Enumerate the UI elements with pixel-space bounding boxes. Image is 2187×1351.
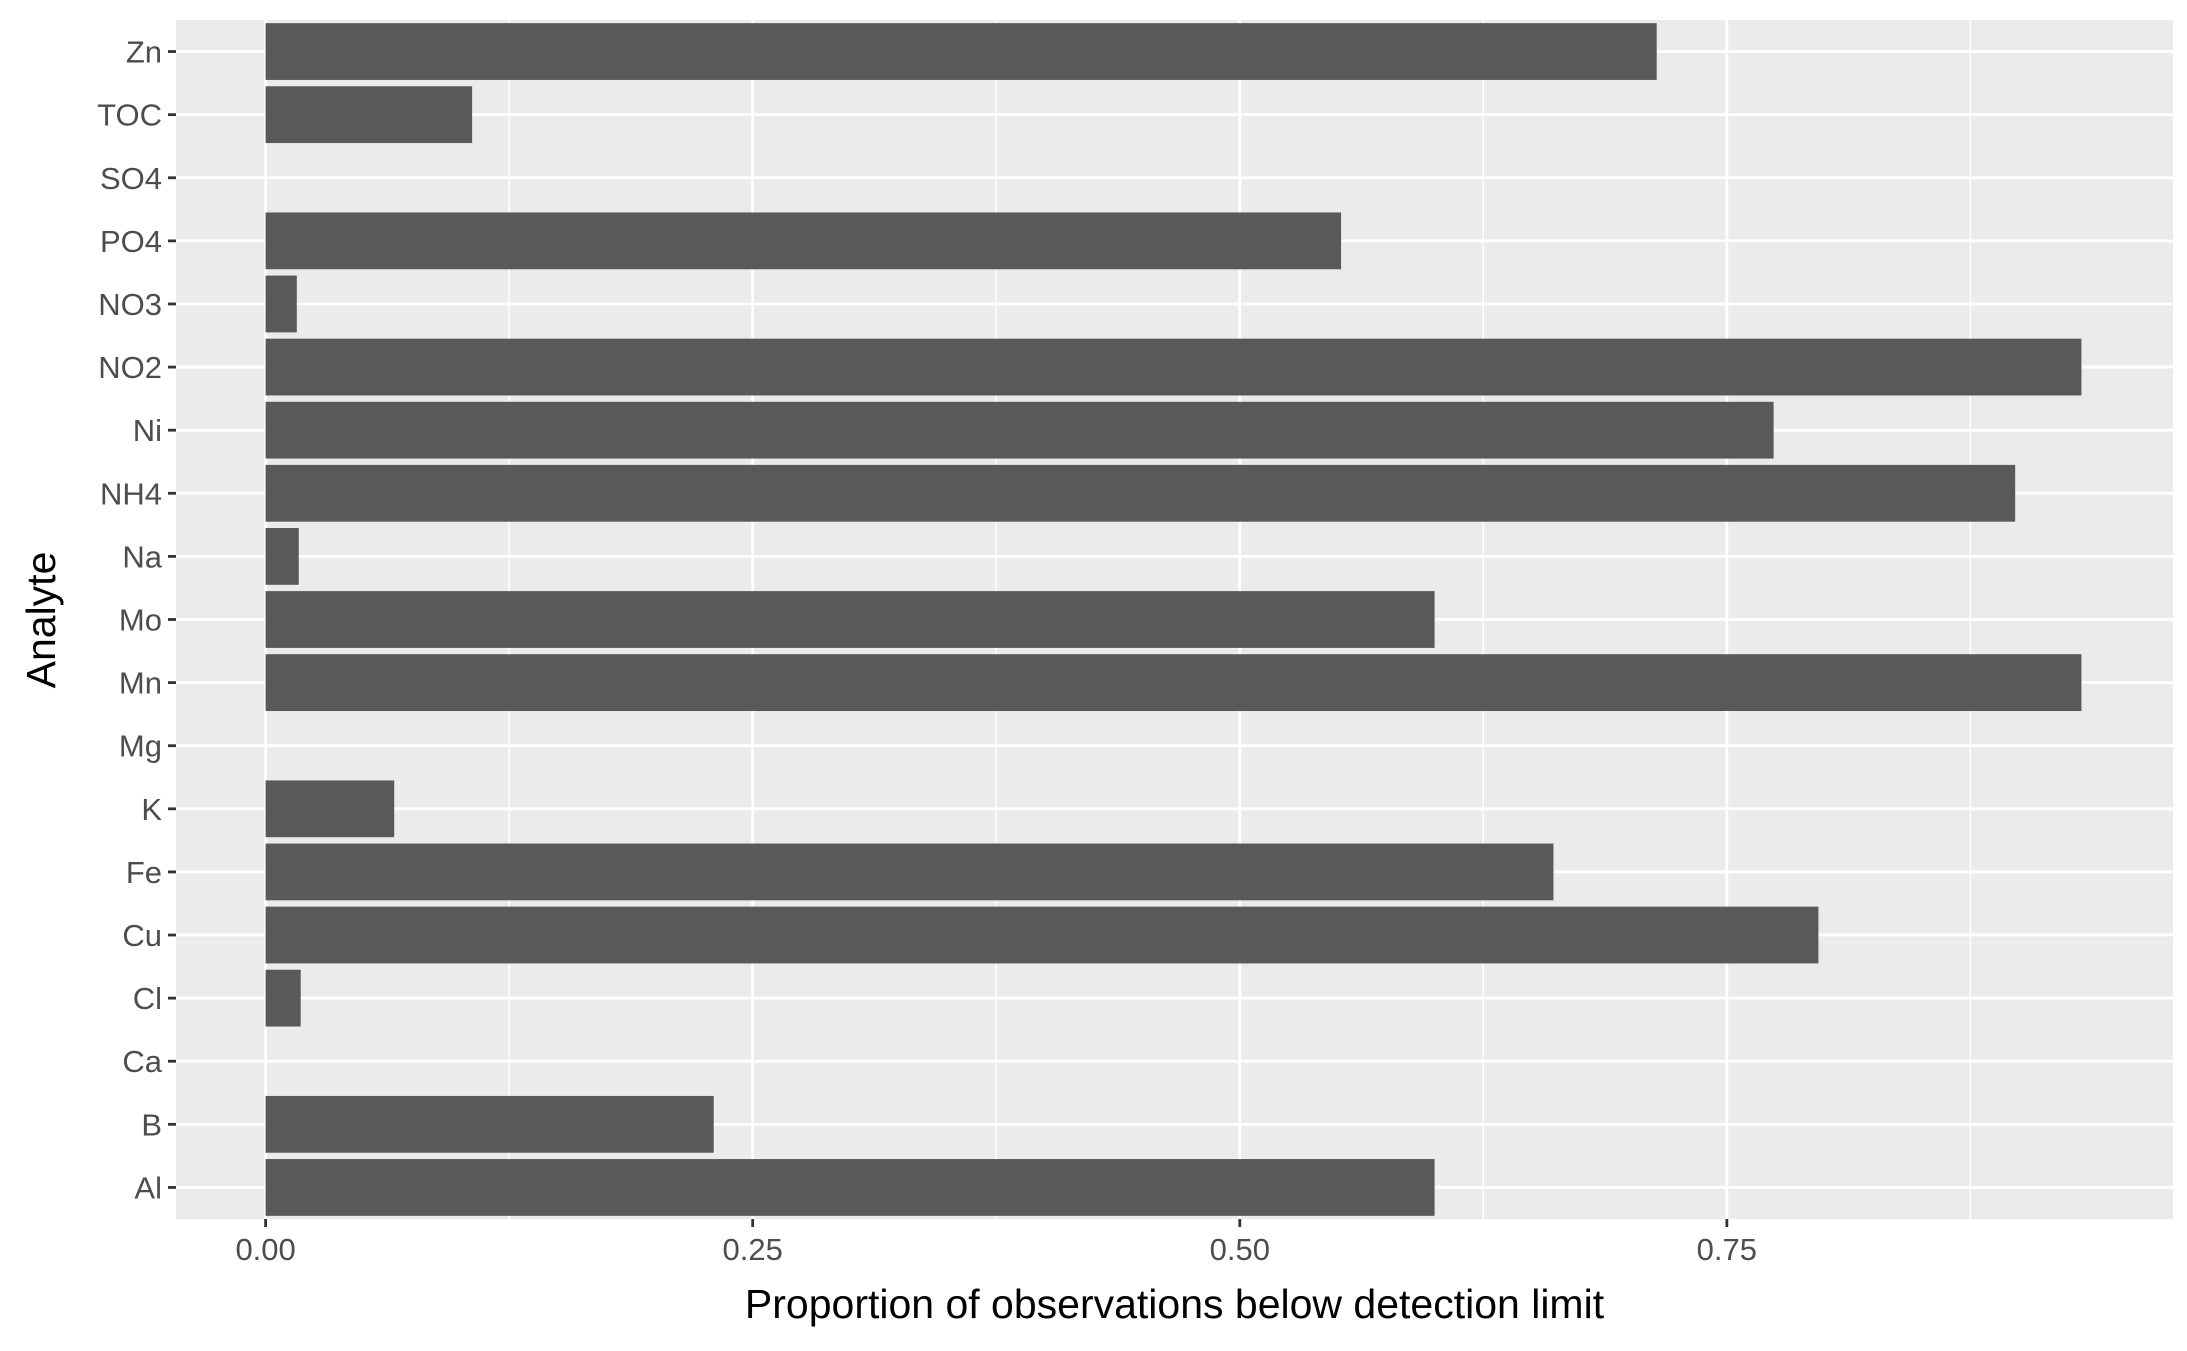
x-tick-label: 0.75	[1697, 1232, 1757, 1267]
bars	[265, 23, 2082, 1216]
x-axis: 0.00 0.25 0.50 0.75	[235, 1219, 1757, 1267]
y-tick-label-na: Na	[122, 539, 162, 574]
bar-cu	[265, 906, 1819, 964]
y-tick-label-ca: Ca	[122, 1044, 162, 1079]
y-tick-label-mg: Mg	[119, 729, 162, 764]
x-tick-label: 0.00	[235, 1232, 295, 1267]
bar-nh4	[265, 464, 2016, 522]
x-axis-title: Proportion of observations below detecti…	[745, 1281, 1605, 1327]
y-tick-label-no2: NO2	[98, 350, 162, 385]
y-axis: Al B Ca Cl Cu Fe K Mg Mn Mo Na NH4 Ni NO2 NO3 PO4 SO4 TOC…	[97, 35, 176, 1205]
y-tick-label-so4: SO4	[100, 161, 162, 196]
bar-na	[265, 527, 299, 585]
bar-al	[265, 1159, 1435, 1216]
y-tick-label-mo: Mo	[119, 603, 162, 638]
bar-toc	[265, 86, 473, 144]
y-tick-label-k: K	[141, 792, 162, 827]
x-tick-label: 0.25	[723, 1232, 783, 1267]
bar-mo	[265, 591, 1435, 648]
bar-fe	[265, 843, 1554, 901]
y-tick-label-fe: Fe	[126, 855, 162, 890]
bar-ni	[265, 401, 1774, 459]
y-tick-label-nh4: NH4	[100, 476, 162, 511]
bar-zn	[265, 23, 1657, 80]
y-tick-label-no3: NO3	[98, 287, 162, 322]
y-tick-label-cu: Cu	[122, 918, 162, 953]
bar-k	[265, 780, 395, 838]
bar-b	[265, 1095, 714, 1153]
y-tick-label-toc: TOC	[97, 98, 162, 133]
y-axis-title: Analyte	[18, 552, 64, 689]
y-tick-label-al: Al	[134, 1170, 162, 1205]
y-tick-label-po4: PO4	[100, 224, 162, 259]
bar-cl	[265, 969, 301, 1027]
bar-po4	[265, 212, 1342, 270]
y-tick-label-b: B	[141, 1107, 162, 1142]
y-tick-label-mn: Mn	[119, 666, 162, 701]
y-tick-label-ni: Ni	[133, 413, 162, 448]
bar-no3	[265, 275, 297, 333]
bar-mn	[265, 654, 2082, 712]
bar-no2	[265, 338, 2082, 396]
y-tick-label-cl: Cl	[133, 981, 162, 1016]
y-tick-label-zn: Zn	[126, 35, 162, 70]
x-tick-label: 0.50	[1210, 1232, 1270, 1267]
